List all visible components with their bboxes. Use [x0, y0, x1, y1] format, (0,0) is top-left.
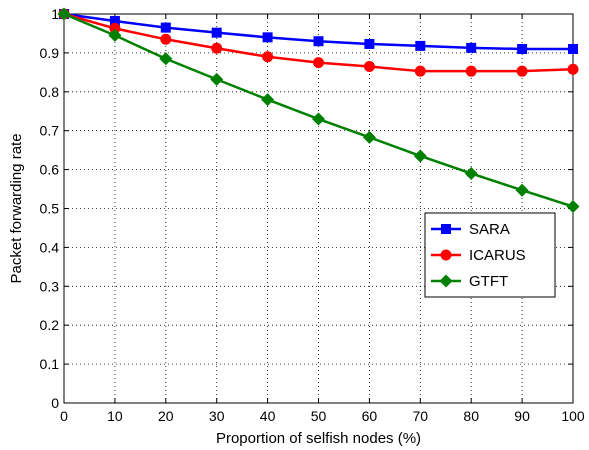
x-tick-label: 100 — [561, 408, 585, 424]
data-point-sara — [211, 27, 222, 38]
axis-ticks: 0 10 20 30 40 50 60 70 80 90 100 0 0.1 0.2 0.3 0.4 0.5 0.… — [40, 6, 585, 424]
x-tick-label: 30 — [209, 408, 225, 424]
x-tick-label: 60 — [362, 408, 378, 424]
y-tick-label: 0.1 — [40, 356, 60, 372]
x-tick-label: 40 — [260, 408, 276, 424]
x-tick-label: 10 — [107, 408, 123, 424]
data-point-icarus — [262, 51, 274, 63]
data-point-sara — [415, 40, 426, 51]
x-axis-label: Proportion of selfish nodes (%) — [216, 430, 421, 447]
y-tick-label: 0.4 — [40, 239, 60, 255]
series-gtft — [57, 7, 580, 214]
y-tick-label: 1 — [51, 6, 59, 22]
data-point-icarus — [363, 61, 375, 73]
series-icarus — [58, 8, 579, 77]
y-tick-label: 0.6 — [40, 162, 60, 178]
legend-item-sara: SARA — [431, 221, 510, 238]
data-point-icarus — [109, 22, 121, 34]
data-point-gtft — [566, 200, 580, 214]
data-point-gtft — [261, 93, 275, 107]
data-point-sara — [517, 44, 528, 55]
data-point-gtft — [57, 7, 71, 21]
y-tick-label: 0.9 — [40, 45, 60, 61]
legend-label-sara: SARA — [469, 221, 510, 238]
y-tick-label: 0.7 — [40, 123, 60, 139]
series-group — [57, 7, 580, 214]
data-point-icarus — [313, 57, 324, 69]
data-point-icarus — [465, 65, 477, 77]
data-point-icarus — [211, 42, 223, 54]
data-point-sara — [313, 36, 324, 47]
y-tick-label: 0.3 — [40, 278, 60, 294]
data-point-sara — [364, 38, 375, 49]
legend-label-icarus: ICARUS — [469, 247, 526, 264]
data-point-icarus — [516, 65, 528, 77]
data-point-gtft — [108, 28, 122, 42]
data-point-gtft — [159, 52, 173, 66]
data-point-gtft — [413, 149, 427, 163]
series-sara — [59, 9, 578, 55]
data-point-icarus — [567, 63, 579, 75]
x-tick-label: 20 — [158, 408, 174, 424]
data-point-sara — [109, 16, 120, 27]
y-tick-label: 0 — [51, 395, 59, 411]
legend-item-icarus: ICARUS — [431, 247, 526, 264]
y-tick-label: 0.5 — [40, 201, 60, 217]
y-tick-label: 0.2 — [40, 317, 60, 333]
legend-marker-gtft — [439, 274, 453, 288]
data-point-gtft — [515, 183, 529, 197]
legend-marker-sara — [441, 224, 451, 234]
data-point-gtft — [464, 166, 478, 180]
legend-label-gtft: GTFT — [469, 273, 508, 290]
x-tick-label: 80 — [463, 408, 479, 424]
legend: SARA ICARUS GTFT — [424, 212, 556, 298]
data-point-icarus — [414, 65, 426, 77]
legend-marker-icarus — [440, 249, 452, 261]
y-tick-label: 0.8 — [40, 84, 60, 100]
data-point-sara — [262, 32, 273, 43]
data-point-sara — [568, 44, 578, 55]
data-point-gtft — [362, 130, 376, 144]
x-tick-label: 70 — [413, 408, 429, 424]
y-axis-label: Packet forwarding rate — [8, 133, 25, 283]
data-point-sara — [466, 42, 477, 53]
legend-item-gtft: GTFT — [431, 273, 508, 290]
x-tick-label: 50 — [311, 408, 327, 424]
x-tick-label: 0 — [60, 408, 68, 424]
data-point-gtft — [312, 112, 325, 126]
x-tick-label: 90 — [514, 408, 530, 424]
data-point-gtft — [210, 72, 224, 86]
data-point-sara — [160, 22, 171, 33]
data-point-icarus — [160, 33, 172, 45]
